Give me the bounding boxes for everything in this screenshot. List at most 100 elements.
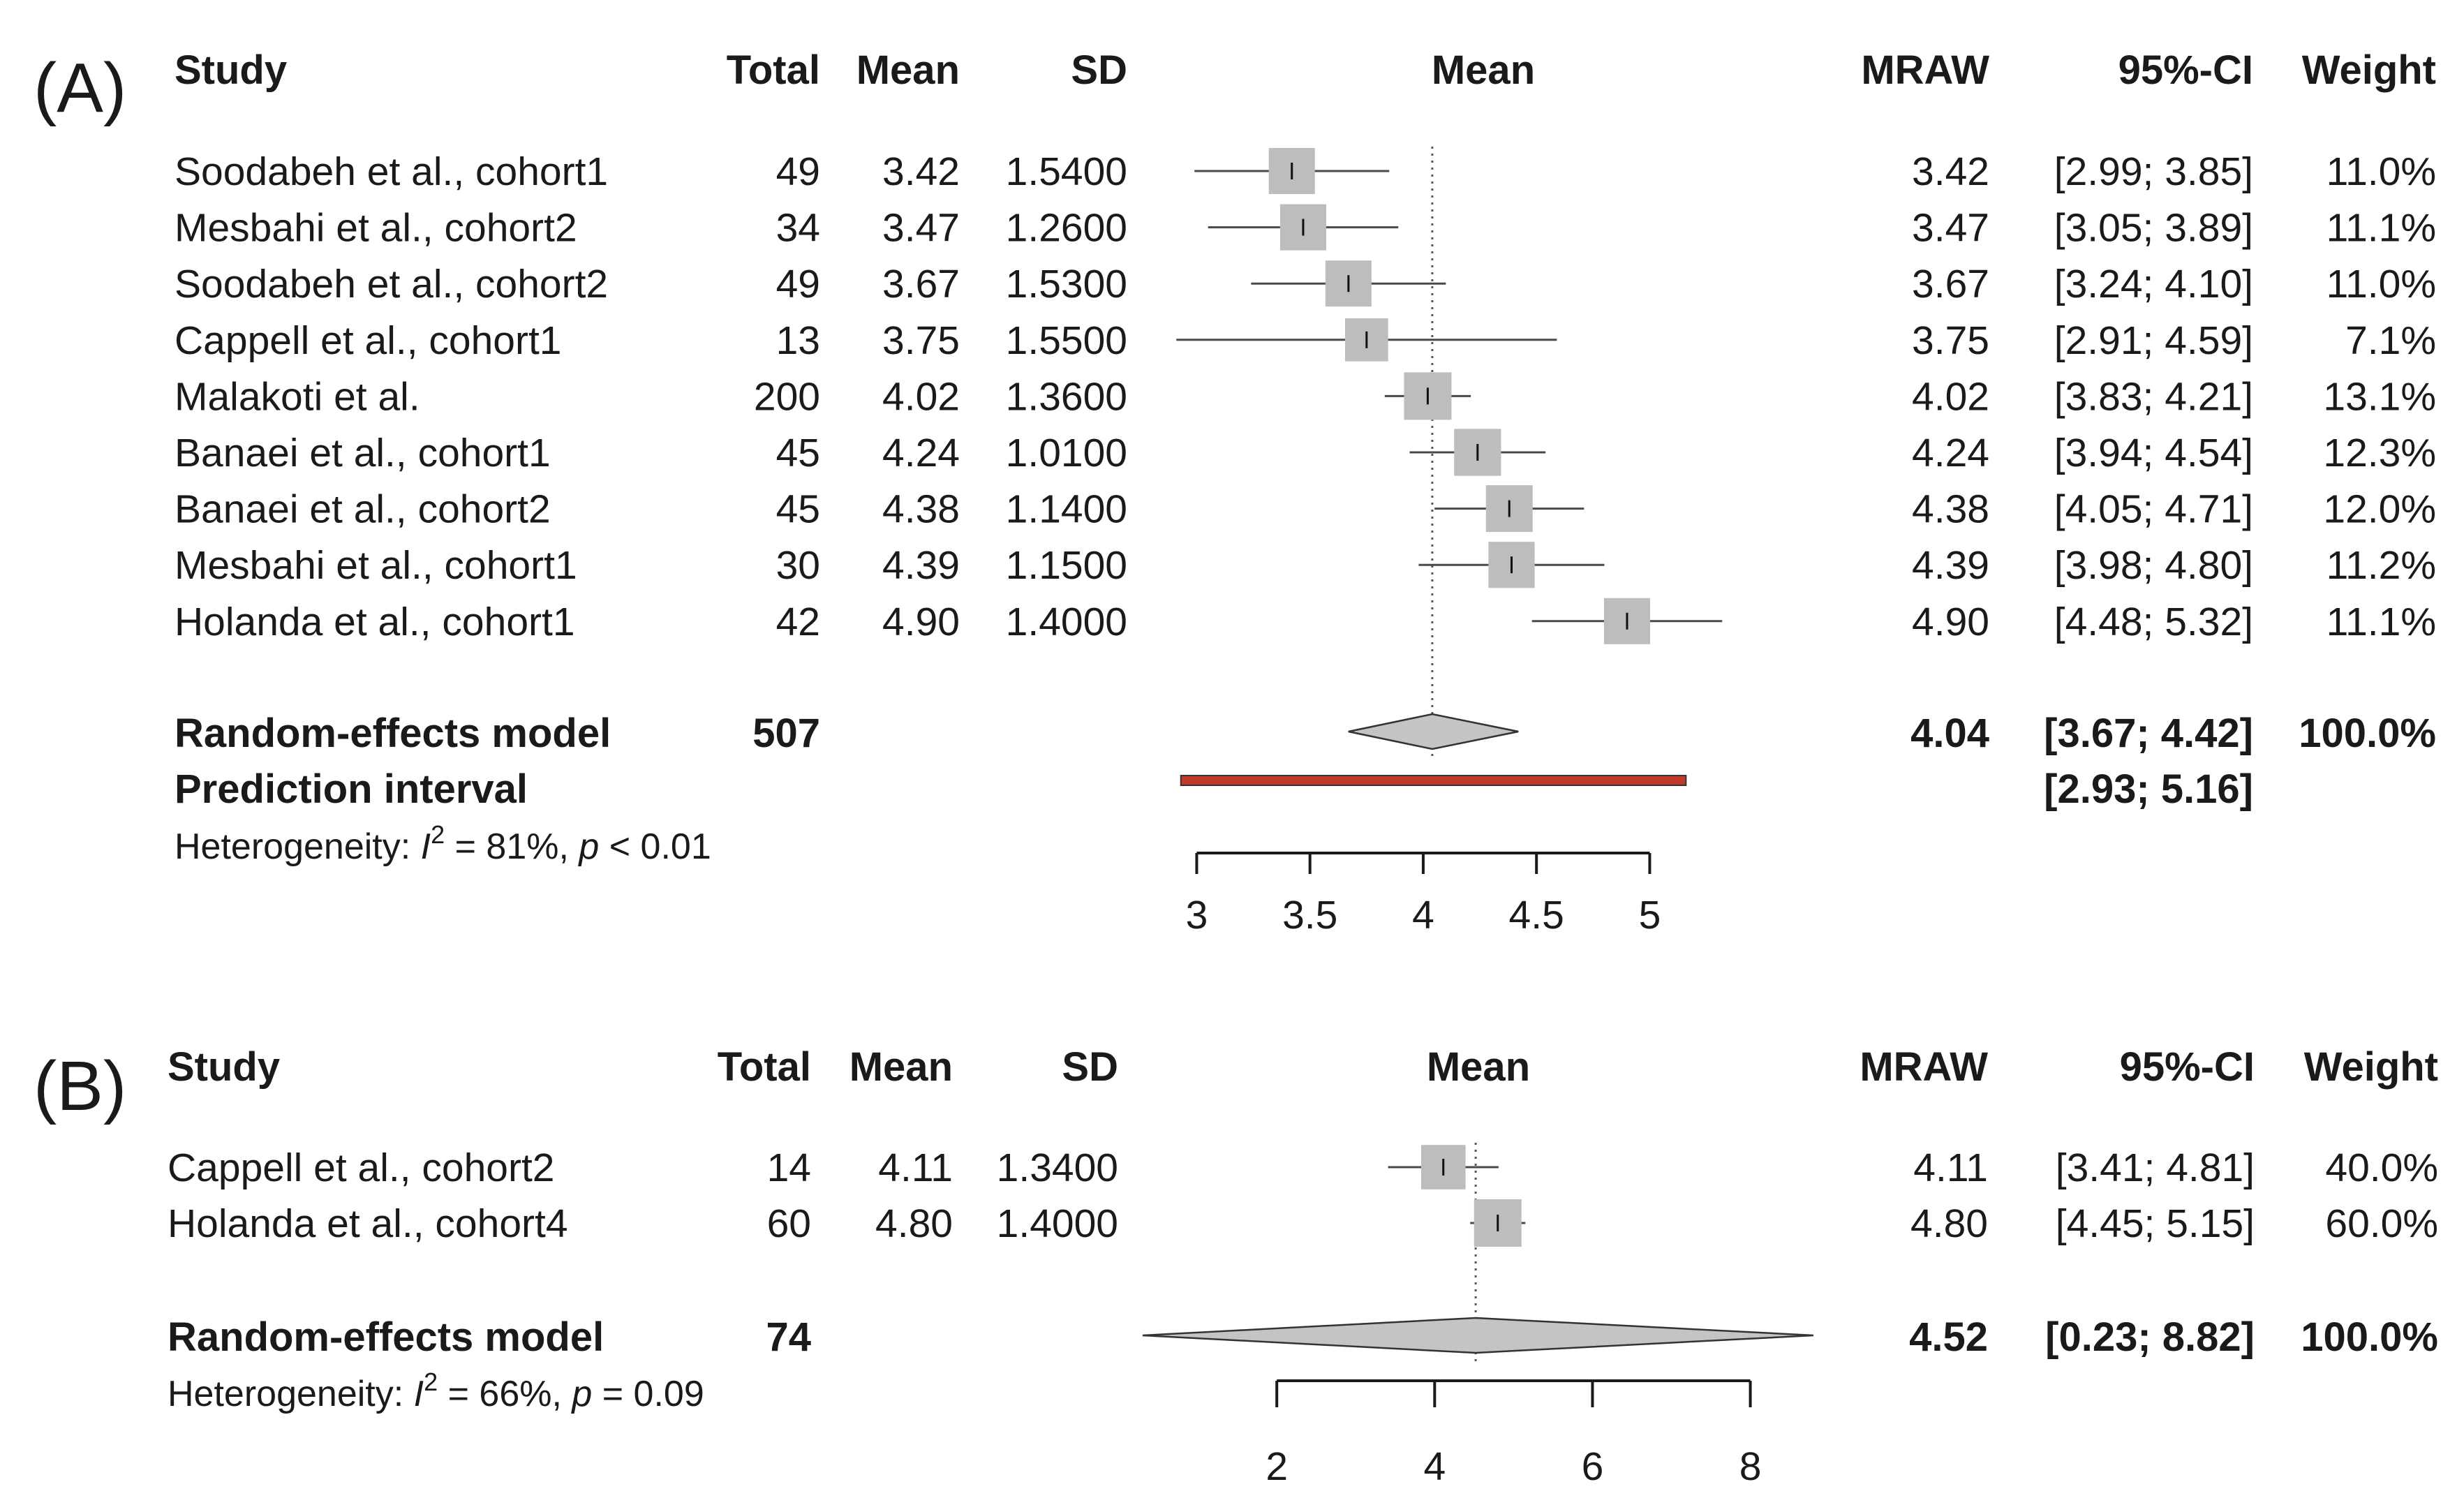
study-total: 60 — [767, 1201, 811, 1246]
header-ci: 95%-CI — [2118, 47, 2253, 93]
study-mraw: 4.24 — [1912, 431, 1989, 475]
i2-symbol: I — [414, 1374, 424, 1414]
study-mean: 4.90 — [882, 600, 960, 644]
study-sd: 1.4000 — [997, 1201, 1118, 1246]
study-mean: 4.80 — [875, 1201, 953, 1246]
prediction-ci: [2.93; 5.16] — [2044, 766, 2253, 812]
pooled-label: Random-effects model — [168, 1314, 604, 1360]
x-tick-label: 8 — [1739, 1444, 1762, 1489]
study-name: Banaei et al., cohort1 — [175, 431, 551, 475]
pooled-diamond — [1142, 1317, 1814, 1354]
header-mean: Mean — [856, 47, 960, 93]
study-weight: 7.1% — [2345, 318, 2436, 363]
study-mraw: 3.67 — [1912, 262, 1989, 306]
study-mraw: 4.90 — [1912, 600, 1989, 644]
study-row: Soodabeh et al., cohort2 49 3.67 1.5300 3.67… — [175, 260, 2436, 306]
study-total: 45 — [776, 431, 820, 475]
study-name: Cappell et al., cohort2 — [168, 1146, 555, 1190]
study-sd: 1.4000 — [1006, 600, 1127, 644]
study-row: Malakoti et al. 200 4.02 1.3600 4.02 [3.83; 4… — [175, 372, 2436, 420]
prediction-interval-bar — [1180, 775, 1687, 786]
study-weight: 11.0% — [2326, 149, 2436, 194]
pooled-ci: [3.67; 4.42] — [2044, 711, 2253, 756]
panel-label: (A) — [34, 49, 126, 127]
p-value: = 0.09 — [592, 1374, 704, 1414]
study-row: Cappell et al., cohort1 13 3.75 1.5500 3.75 [… — [175, 318, 2436, 363]
i2-superscript: 2 — [424, 1368, 438, 1396]
study-ci: [3.94; 4.54] — [2054, 431, 2253, 475]
p-symbol: p — [577, 827, 599, 867]
pooled-diamond — [1348, 713, 1519, 750]
study-name: Mesbahi et al., cohort1 — [175, 543, 577, 588]
pooled-row: Random-effects model 74 4.52 [0.23; 8.82] 10… — [168, 1314, 2438, 1360]
pooled-row: Random-effects model 507 4.04 [3.67; 4.42] 1… — [175, 711, 2436, 756]
pooled-total: 74 — [766, 1314, 811, 1360]
study-weight: 11.2% — [2326, 543, 2436, 588]
study-row: Banaei et al., cohort1 45 4.24 1.0100 4.24 [3… — [175, 429, 2436, 476]
study-sd: 1.5400 — [1006, 149, 1127, 194]
study-mean: 4.38 — [882, 487, 960, 532]
pooled-weight: 100.0% — [2299, 711, 2436, 756]
header-total: Total — [718, 1044, 811, 1090]
study-total: 200 — [754, 374, 820, 419]
x-tick-label: 5 — [1639, 893, 1661, 937]
header-ci: 95%-CI — [2120, 1044, 2255, 1090]
forest-panel-b: (B) Study Total Mean SD Mean MRAW 95%-CI Weight C… — [34, 1044, 2438, 1489]
study-mraw: 4.80 — [1910, 1201, 1988, 1246]
x-tick-label: 6 — [1582, 1444, 1604, 1489]
study-total: 14 — [767, 1146, 811, 1190]
study-ci: [4.48; 5.32] — [2054, 600, 2253, 644]
study-ci: [3.24; 4.10] — [2054, 262, 2253, 306]
header-plot-mean: Mean — [1427, 1044, 1530, 1090]
x-tick-label: 2 — [1266, 1444, 1288, 1489]
study-ci: [3.83; 4.21] — [2054, 374, 2253, 419]
study-mean: 3.75 — [882, 318, 960, 363]
header-mraw: MRAW — [1861, 47, 1989, 93]
study-name: Cappell et al., cohort1 — [175, 318, 562, 363]
study-row: Holanda et al., cohort1 42 4.90 1.4000 4.90 [… — [175, 598, 2436, 644]
header-study: Study — [168, 1044, 280, 1090]
study-weight: 13.1% — [2323, 374, 2436, 419]
pooled-mraw: 4.52 — [1909, 1314, 1988, 1360]
x-axis: 2 4 6 8 — [1266, 1379, 1762, 1489]
study-ci: [3.98; 4.80] — [2054, 543, 2253, 588]
study-total: 13 — [776, 318, 820, 363]
study-sd: 1.0100 — [1006, 431, 1127, 475]
p-value: < 0.01 — [599, 827, 711, 867]
study-weight: 11.1% — [2326, 206, 2436, 251]
study-mean: 4.39 — [882, 543, 960, 588]
pooled-weight: 100.0% — [2301, 1314, 2438, 1360]
study-total: 34 — [776, 206, 820, 251]
study-weight: 11.0% — [2326, 262, 2436, 306]
study-sd: 1.3600 — [1006, 374, 1127, 419]
study-sd: 1.1500 — [1006, 543, 1127, 588]
study-mean: 4.24 — [882, 431, 960, 475]
study-row: Mesbahi et al., cohort2 34 3.47 1.2600 3.47 [… — [175, 204, 2436, 251]
study-mraw: 3.75 — [1912, 318, 1989, 363]
p-symbol: p — [570, 1374, 592, 1414]
study-mraw: 4.39 — [1912, 543, 1989, 588]
heterogeneity-text: Heterogeneity: I2 = 66%, p = 0.09 — [168, 1368, 704, 1414]
study-ci: [3.05; 3.89] — [2054, 206, 2253, 251]
x-tick-label: 3 — [1186, 893, 1208, 937]
heterogeneity-text: Heterogeneity: I2 = 81%, p < 0.01 — [175, 820, 711, 867]
panel-label: (B) — [34, 1047, 126, 1125]
study-mraw: 4.02 — [1912, 374, 1989, 419]
study-sd: 1.5500 — [1006, 318, 1127, 363]
study-row: Soodabeh et al., cohort1 49 3.42 1.5400 3.42… — [175, 148, 2436, 194]
study-name: Soodabeh et al., cohort1 — [175, 149, 608, 194]
study-weight: 12.0% — [2323, 487, 2436, 532]
study-mraw: 4.38 — [1912, 487, 1989, 532]
study-row: Banaei et al., cohort2 45 4.38 1.1400 4.38 [4… — [175, 485, 2436, 533]
prediction-label: Prediction interval — [175, 766, 528, 812]
study-ci: [2.99; 3.85] — [2054, 149, 2253, 194]
study-ci: [4.05; 4.71] — [2054, 487, 2253, 532]
study-name: Banaei et al., cohort2 — [175, 487, 551, 532]
study-total: 49 — [776, 149, 820, 194]
study-sd: 1.2600 — [1006, 206, 1127, 251]
study-weight: 11.1% — [2326, 600, 2436, 644]
header-weight: Weight — [2302, 47, 2436, 93]
study-name: Holanda et al., cohort1 — [175, 600, 575, 644]
i2-value: = 81%, — [445, 827, 579, 867]
